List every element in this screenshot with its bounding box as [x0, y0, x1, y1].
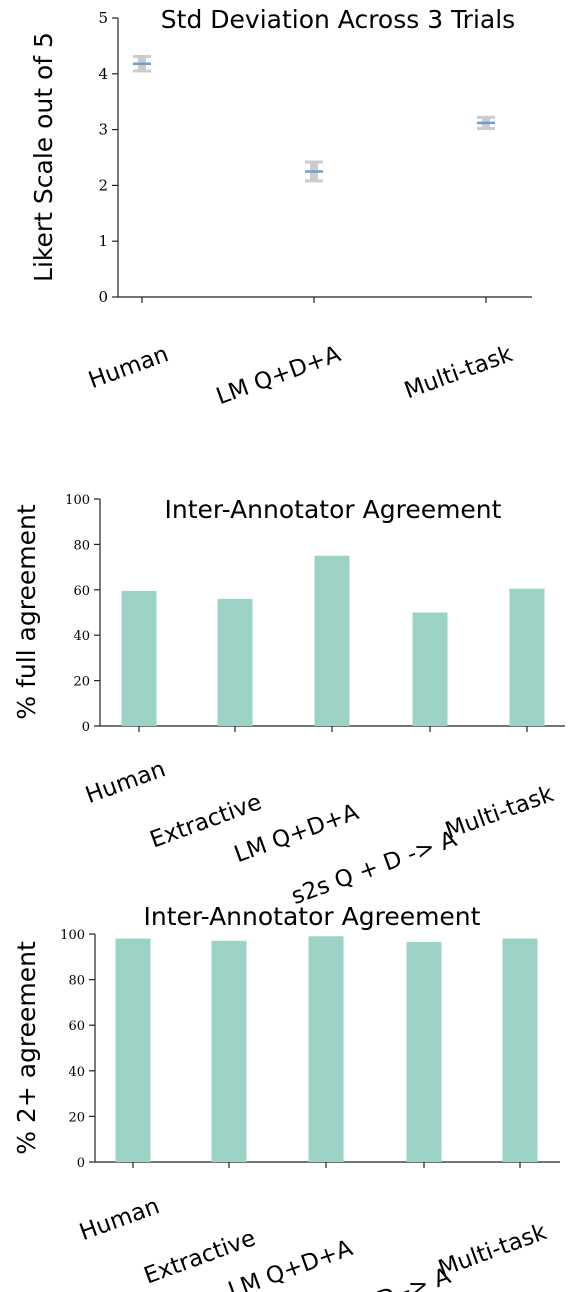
chart3-ytick-label: 0 [77, 1156, 85, 1171]
chart2-title: Inter-Annotator Agreement [165, 495, 502, 524]
chart3-bar [502, 938, 538, 1162]
chart3-xtick-label: Multi-task [435, 1219, 551, 1282]
chart2-bar [121, 590, 157, 726]
chart1-ytick-label: 0 [98, 288, 108, 306]
chart2-y-ticks: 0 20 40 60 80 100 [65, 493, 100, 735]
chart2-ytick-label: 60 [73, 584, 90, 599]
chart1-xtick-label: LM Q+D+A [213, 341, 344, 410]
chart2-ytick-label: 0 [82, 720, 90, 735]
chart-2plus-agreement: Inter-Annotator Agreement % 2+ agreement… [12, 902, 560, 1292]
chart2-bar [217, 598, 253, 726]
chart3-ytick-label: 60 [68, 1019, 85, 1034]
chart1-points [133, 55, 495, 183]
chart1-y-ticks: 0 1 2 3 4 5 [98, 9, 118, 306]
chart2-bar [509, 588, 545, 726]
chart3-ytick-label: 80 [68, 974, 85, 989]
chart3-bar [211, 940, 247, 1162]
chart2-ytick-label: 40 [73, 629, 90, 644]
chart1-x-ticks: Human LM Q+D+A Multi-task [85, 297, 517, 410]
chart-full-agreement: Inter-Annotator Agreement % full agreeme… [12, 493, 565, 910]
chart3-y-ticks: 0 20 40 60 80 100 [60, 928, 95, 1171]
chart1-ylabel: Likert Scale out of 5 [29, 32, 58, 282]
chart2-ylabel: % full agreement [12, 504, 41, 719]
chart3-bars [115, 936, 538, 1162]
chart1-ytick-label: 4 [98, 65, 108, 83]
chart2-xtick-label: Multi-task [442, 781, 558, 844]
chart2-bar [314, 555, 350, 726]
chart2-ytick-label: 100 [65, 493, 90, 508]
chart3-ytick-label: 20 [68, 1110, 85, 1125]
chart1-ytick-label: 5 [98, 9, 108, 27]
chart1-ytick-label: 2 [98, 176, 108, 194]
chart3-bar [406, 941, 442, 1162]
chart1-title: Std Deviation Across 3 Trials [161, 5, 515, 34]
chart3-bar [308, 936, 344, 1162]
chart3-xtick-label: Human [76, 1193, 163, 1246]
chart1-xtick-label: Human [85, 341, 172, 394]
chart3-ytick-label: 100 [60, 928, 85, 943]
chart3-ylabel: % 2+ agreement [12, 941, 41, 1155]
chart3-title: Inter-Annotator Agreement [144, 902, 481, 931]
chart2-bar [412, 612, 448, 726]
chart1-ytick-label: 3 [98, 121, 108, 139]
chart2-xtick-label: Human [82, 756, 169, 809]
chart2-ytick-label: 80 [73, 538, 90, 553]
chart2-bars [121, 555, 545, 726]
chart1-ytick-label: 1 [98, 232, 108, 250]
chart-std-deviation: Std Deviation Across 3 Trials Likert Sca… [29, 5, 532, 410]
chart3-bar [115, 938, 151, 1162]
chart2-ytick-label: 20 [73, 675, 90, 690]
chart1-xtick-label: Multi-task [401, 341, 517, 404]
chart3-ytick-label: 40 [68, 1065, 85, 1080]
